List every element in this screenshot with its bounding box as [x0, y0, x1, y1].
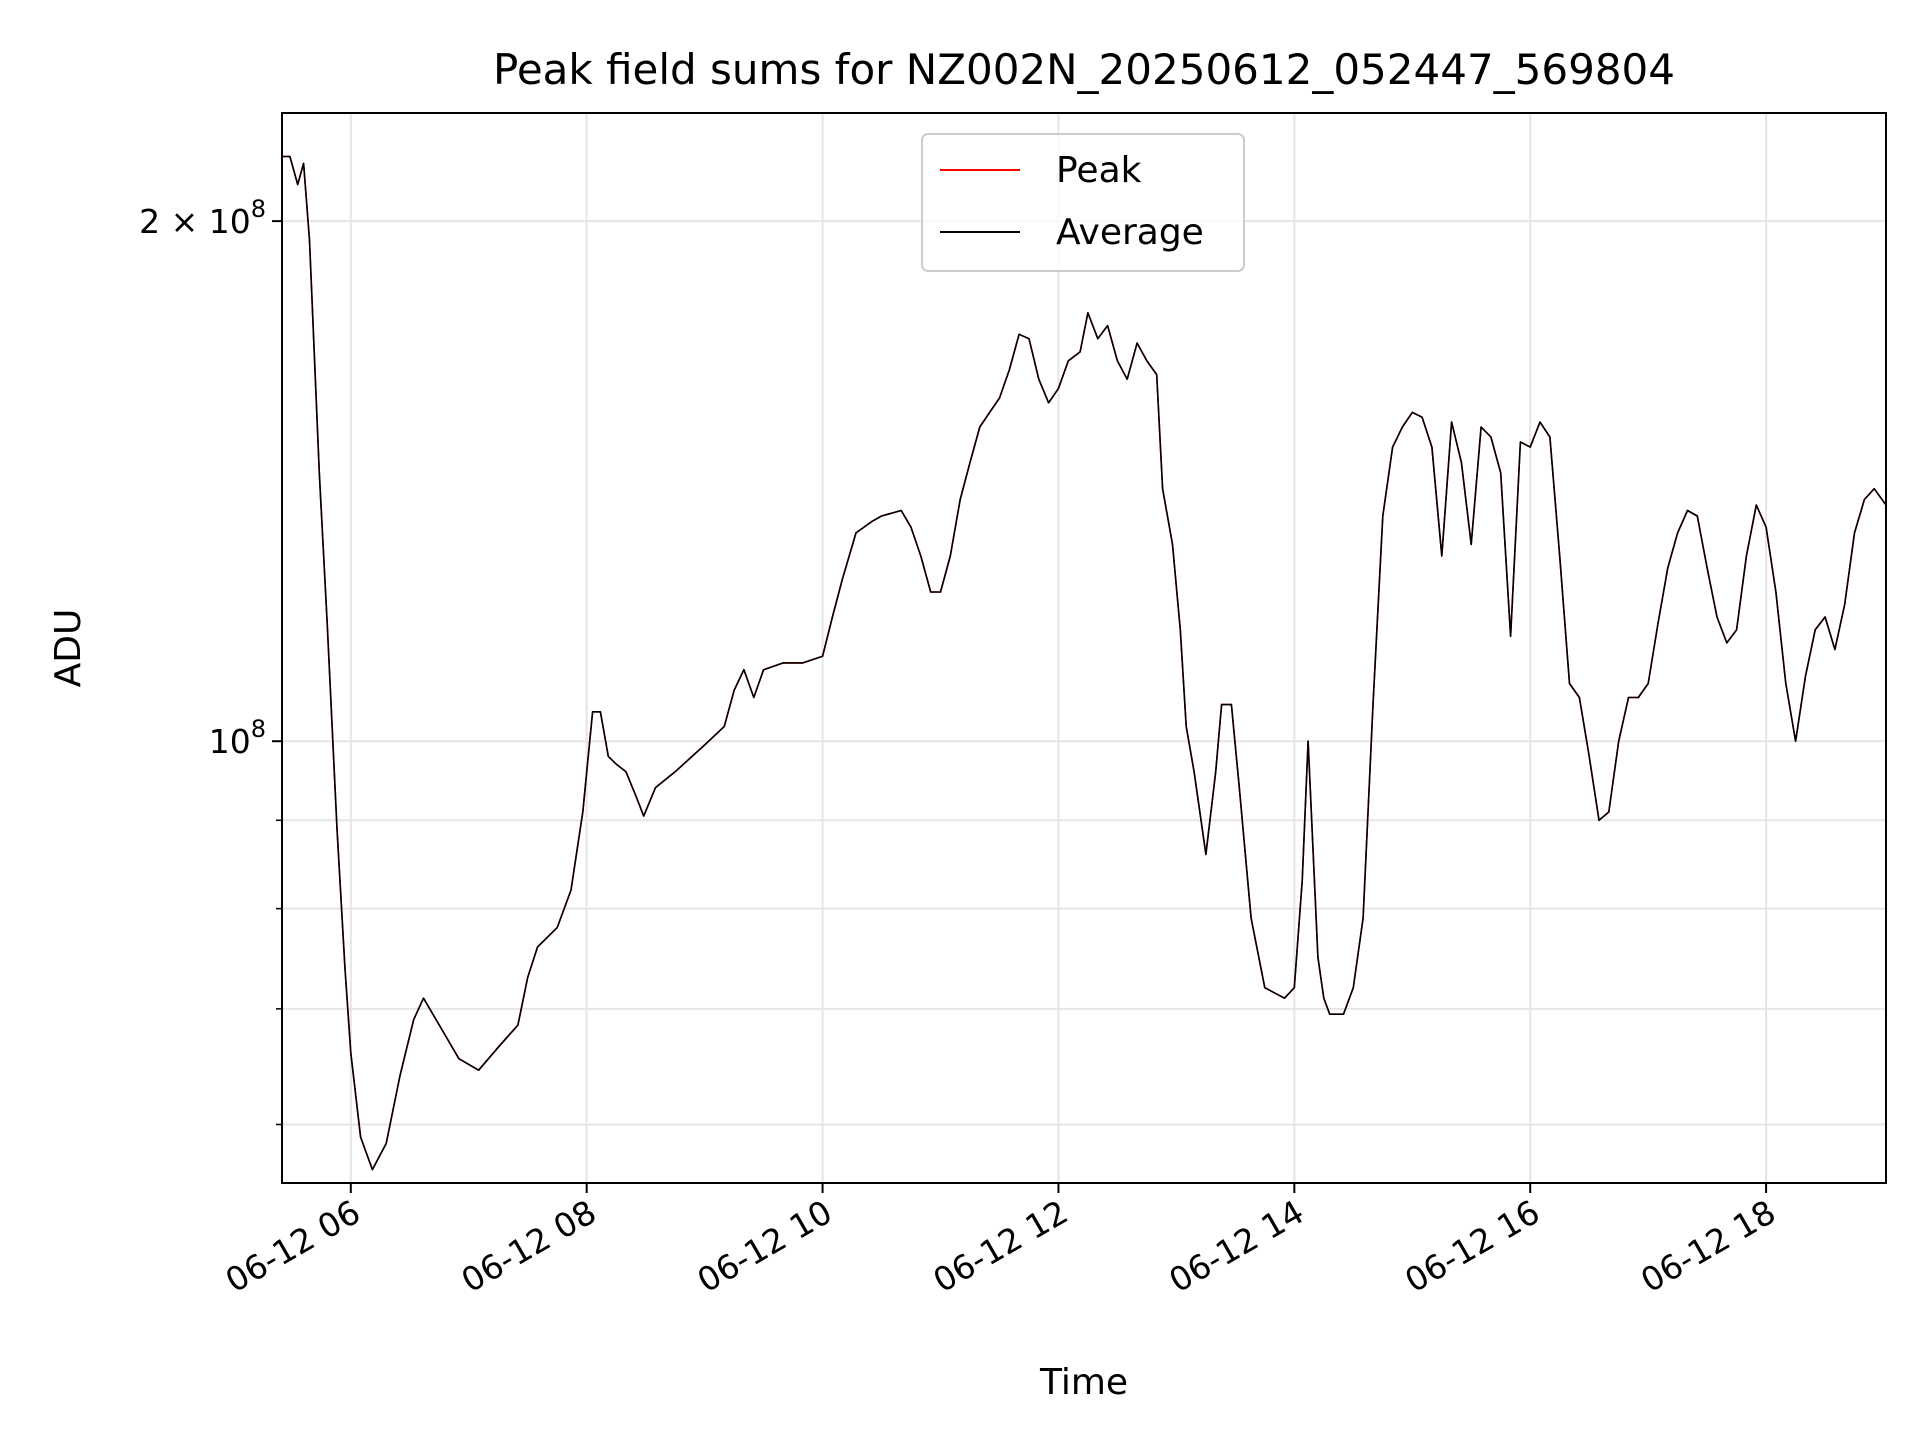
grid-lines — [282, 113, 1886, 1183]
series-line-average — [282, 155, 1886, 1171]
legend-box — [921, 133, 1245, 272]
x-axis-label: Time — [1039, 1362, 1128, 1403]
axes-frame — [281, 112, 1887, 1184]
y-tick-label: 2 × 108 — [139, 195, 266, 241]
y-tick-label-base: 2 × 10 — [139, 202, 251, 241]
y-tick-label-base: 10 — [209, 722, 251, 761]
legend-label-peak: Peak — [1056, 150, 1142, 191]
y-axis-label: ADU — [48, 609, 89, 688]
y-tick-label: 108 — [209, 715, 266, 761]
legend-label-average: Average — [1056, 212, 1204, 253]
legend: Peak Average — [921, 133, 1245, 272]
y-tick-label-exponent: 8 — [251, 715, 266, 743]
y-tick-label-exponent: 8 — [251, 195, 266, 223]
series-lines — [282, 155, 1886, 1171]
chart-title: Peak field sums for NZ002N_20250612_0524… — [493, 45, 1675, 94]
